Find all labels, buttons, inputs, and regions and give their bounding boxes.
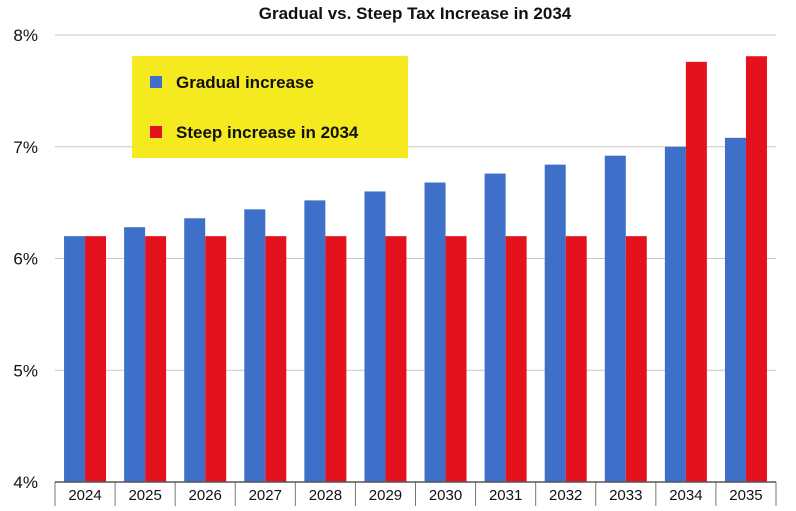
y-tick-label: 7% <box>13 138 38 157</box>
bar-gradual-2035 <box>724 137 746 482</box>
bar-steep-2027 <box>265 236 287 482</box>
bar-steep-2028 <box>325 236 347 482</box>
bars <box>64 56 767 483</box>
x-tick-label: 2027 <box>249 487 282 504</box>
x-tick-label: 2025 <box>128 487 161 504</box>
bar-steep-2026 <box>205 236 227 482</box>
bar-gradual-2031 <box>484 173 506 482</box>
x-tick-label: 2032 <box>549 487 582 504</box>
legend-swatch-steep <box>150 126 162 138</box>
x-tick-label: 2028 <box>309 487 342 504</box>
legend-label-steep: Steep increase in 2034 <box>176 123 359 142</box>
legend-label-gradual: Gradual increase <box>176 73 314 92</box>
bar-gradual-2026 <box>184 218 206 482</box>
bar-gradual-2034 <box>664 146 686 482</box>
bar-gradual-2032 <box>544 164 566 482</box>
x-tick-label: 2035 <box>729 487 762 504</box>
bar-steep-2032 <box>565 236 587 482</box>
x-tick-label: 2033 <box>609 487 642 504</box>
bar-gradual-2033 <box>604 155 626 482</box>
bar-gradual-2024 <box>64 236 86 482</box>
bar-gradual-2027 <box>244 209 266 482</box>
bar-steep-2030 <box>445 236 467 482</box>
y-tick-label: 6% <box>13 250 38 269</box>
bar-steep-2031 <box>505 236 527 482</box>
bar-steep-2033 <box>625 236 647 482</box>
y-tick-label: 5% <box>13 361 38 380</box>
x-tick-label: 2034 <box>669 487 702 504</box>
bar-gradual-2030 <box>424 182 446 482</box>
bar-steep-2025 <box>145 236 167 482</box>
bar-steep-2024 <box>85 236 107 482</box>
legend-background <box>132 56 408 158</box>
x-tick-label: 2030 <box>429 487 462 504</box>
bar-steep-2034 <box>685 61 707 482</box>
y-tick-label: 8% <box>13 26 38 45</box>
x-tick-label: 2029 <box>369 487 402 504</box>
bar-gradual-2029 <box>364 191 386 482</box>
bar-gradual-2028 <box>304 200 326 482</box>
legend-swatch-gradual <box>150 76 162 88</box>
bar-steep-2035 <box>745 56 767 483</box>
x-tick-label: 2024 <box>68 487 101 504</box>
bar-gradual-2025 <box>124 227 146 482</box>
x-tick-label: 2031 <box>489 487 522 504</box>
y-tick-label: 4% <box>13 473 38 492</box>
bar-steep-2029 <box>385 236 407 482</box>
axes: 4% 5% 6% 7% 8% 2024 2025 2026 2027 2028 2029 2030 20… <box>13 26 777 506</box>
legend: Gradual increase Steep increase in 2034 <box>132 56 408 158</box>
chart-title: Gradual vs. Steep Tax Increase in 2034 <box>259 4 572 23</box>
x-tick-label: 2026 <box>189 487 222 504</box>
